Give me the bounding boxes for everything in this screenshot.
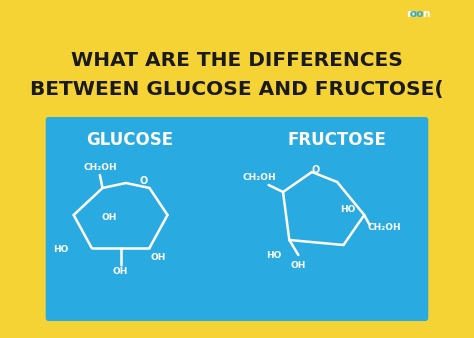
Text: O: O	[140, 176, 148, 186]
Text: FRUCTOSE: FRUCTOSE	[288, 131, 387, 149]
Text: OH: OH	[291, 261, 306, 269]
Text: oo: oo	[410, 9, 424, 19]
Text: BETWEEN GLUCOSE AND FRUCTOSE(: BETWEEN GLUCOSE AND FRUCTOSE(	[30, 80, 444, 99]
Text: GLUCOSE: GLUCOSE	[86, 131, 173, 149]
Text: HO: HO	[54, 245, 69, 255]
Text: OH: OH	[101, 214, 117, 222]
Text: CH₂OH: CH₂OH	[243, 173, 276, 183]
FancyBboxPatch shape	[46, 117, 428, 321]
Text: WHAT ARE THE DIFFERENCES: WHAT ARE THE DIFFERENCES	[71, 50, 403, 70]
Text: n: n	[422, 9, 429, 19]
Text: n: n	[406, 9, 413, 19]
Text: HO: HO	[266, 250, 282, 260]
Text: CH₂OH: CH₂OH	[83, 164, 117, 172]
Text: OH: OH	[113, 267, 128, 276]
Text: HO: HO	[340, 206, 356, 215]
Text: OH: OH	[151, 254, 166, 263]
Text: CH₂OH: CH₂OH	[367, 223, 401, 233]
Text: O: O	[311, 165, 319, 175]
